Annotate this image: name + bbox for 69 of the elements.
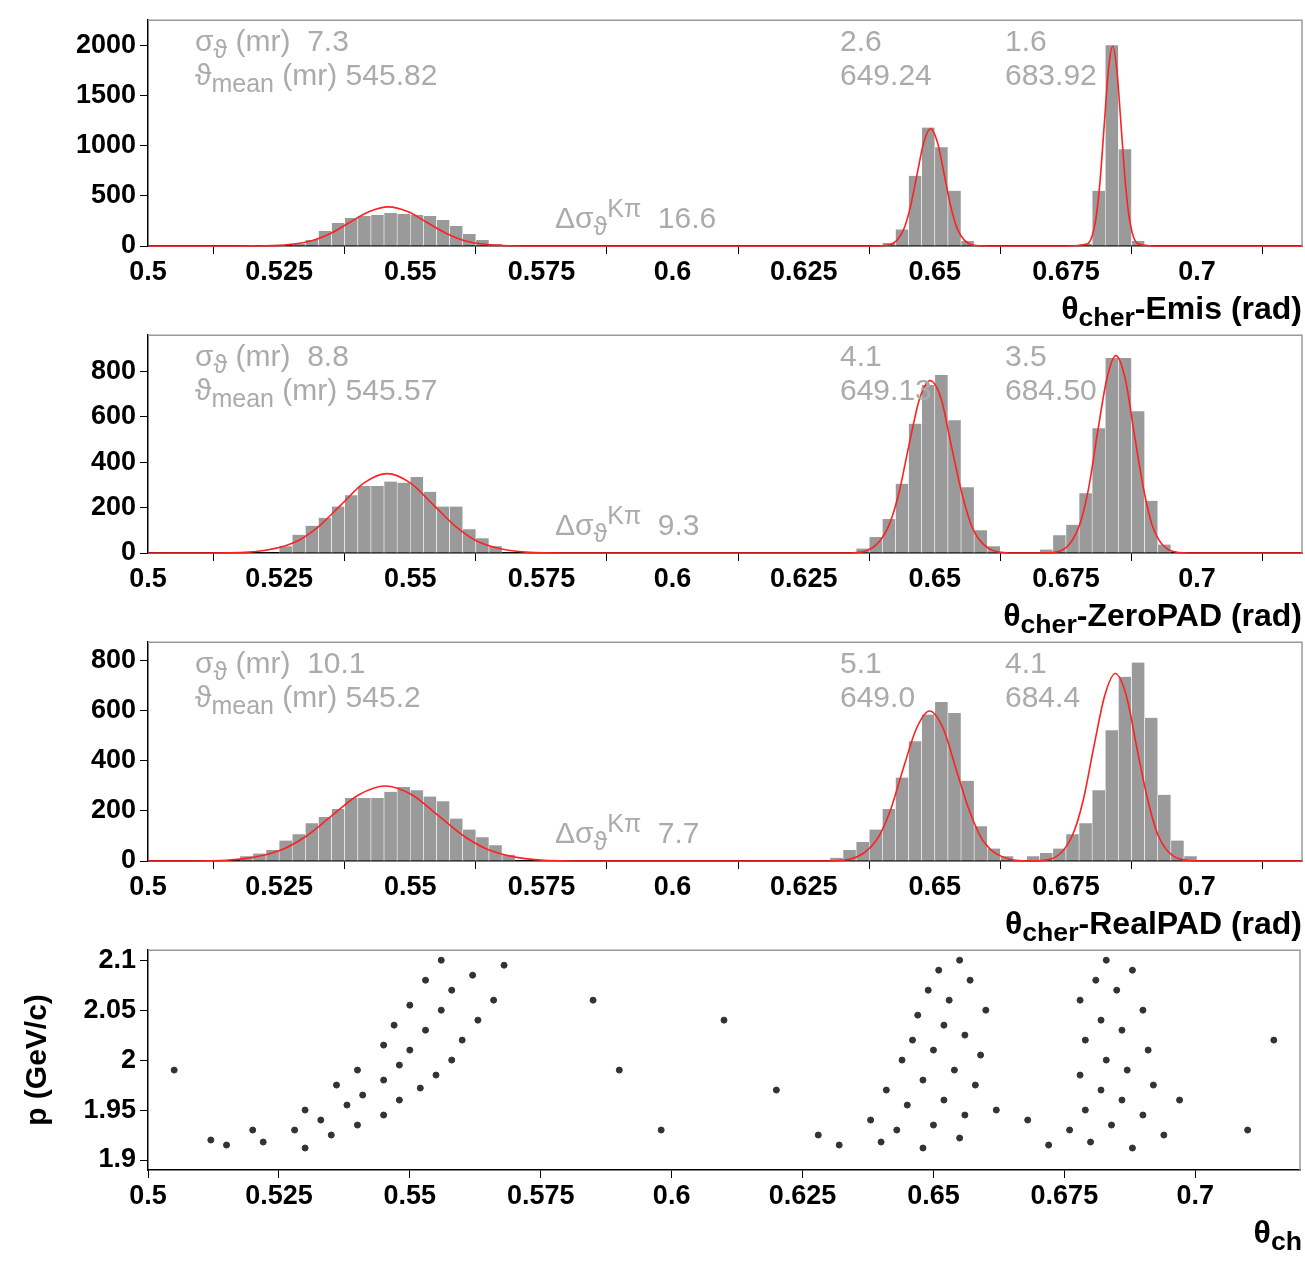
x-tick-label: 0.6 [652, 1179, 691, 1210]
x-axis-title: θ$_{cher}$-Emis (rad) [1061, 290, 1302, 333]
x-tick-label: 0.625 [769, 562, 838, 593]
y-tick-label: 2 [120, 1043, 136, 1074]
y-tick-label: 200 [90, 794, 136, 825]
annotation: Δσ$_{ϑ}$$^{Kπ}$ 9.3 [555, 501, 700, 547]
x-tick-label: 0.65 [908, 562, 962, 593]
y-tick-label: 2000 [75, 28, 136, 59]
x-axis-title: θ$_{ch}$ [1253, 1214, 1302, 1257]
y-tick-label: 200 [90, 491, 136, 522]
x-tick-label: 0.675 [1032, 562, 1100, 593]
x-tick-label: 0.55 [383, 562, 437, 593]
x-tick-label: 0.575 [506, 1179, 575, 1210]
x-tick-label: 0.525 [245, 562, 313, 593]
x-tick-label: 0.675 [1030, 1179, 1099, 1210]
x-tick-label: 0.55 [383, 870, 437, 901]
x-tick-label: 0.625 [769, 255, 838, 286]
annotation: 5.1 [840, 646, 882, 680]
x-tick-label: 0.7 [1178, 562, 1216, 593]
y-tick-label: 400 [90, 445, 136, 476]
x-tick-label: 0.5 [129, 1179, 167, 1210]
x-tick-label: 0.55 [383, 1179, 437, 1210]
x-tick-label: 0.525 [245, 1179, 313, 1210]
y-tick-label: 1.95 [83, 1093, 136, 1124]
x-axis-title: θ$_{cher}$-ZeroPAD (rad) [1003, 597, 1302, 640]
x-tick-label: 0.525 [245, 255, 313, 286]
annotation: 4.1 [840, 339, 882, 373]
y-tick-label: 600 [90, 400, 136, 431]
x-tick-label: 0.675 [1032, 255, 1100, 286]
x-tick-label: 0.6 [653, 870, 692, 901]
x-axis-title: θ$_{cher}$-RealPAD (rad) [1004, 905, 1302, 948]
y-tick-label: 2.1 [98, 943, 136, 974]
annotation: 2.6 [840, 24, 882, 58]
x-tick-label: 0.65 [908, 255, 962, 286]
y-tick-label: 1000 [75, 129, 136, 160]
annotation: 649.24 [840, 58, 932, 92]
x-tick-label: 0.55 [383, 255, 437, 286]
x-tick-label: 0.65 [907, 1179, 960, 1210]
y-tick-label: 500 [90, 179, 136, 210]
x-tick-label: 0.575 [507, 255, 576, 286]
x-tick-label: 0.7 [1176, 1179, 1215, 1210]
annotation: 3.5 [1005, 339, 1047, 373]
x-tick-label: 0.7 [1178, 255, 1216, 286]
y-tick-label: 1.9 [98, 1143, 136, 1174]
x-tick-label: 0.525 [245, 870, 313, 901]
y-tick-label: 800 [90, 354, 136, 385]
x-tick-label: 0.625 [769, 870, 838, 901]
annotation: Δσ$_{ϑ}$$^{Kπ}$ 16.6 [555, 194, 717, 240]
y-tick-label: 800 [90, 644, 136, 675]
y-tick-label: 2.05 [83, 993, 136, 1024]
x-tick-label: 0.575 [507, 562, 576, 593]
x-tick-label: 0.625 [768, 1179, 837, 1210]
y-tick-label: 600 [90, 694, 136, 725]
y-tick-label: 1500 [75, 78, 136, 109]
x-tick-label: 0.65 [908, 870, 962, 901]
x-tick-label: 0.6 [653, 562, 692, 593]
annotation: 683.92 [1005, 58, 1097, 92]
annotation: 684.4 [1005, 680, 1081, 714]
annotation: 1.6 [1005, 24, 1047, 58]
annotation: 684.50 [1005, 373, 1097, 407]
annotation: 4.1 [1005, 646, 1047, 680]
x-tick-label: 0.575 [507, 870, 576, 901]
x-tick-label: 0.7 [1178, 870, 1216, 901]
annotation: 649.0 [840, 680, 916, 714]
annotation: Δσ$_{ϑ}$$^{Kπ}$ 7.7 [555, 809, 700, 855]
x-tick-label: 0.6 [653, 255, 692, 286]
y-tick-label: 400 [90, 744, 136, 775]
x-tick-label: 0.675 [1032, 870, 1100, 901]
y-axis-title: p (GeV/c) [19, 994, 52, 1126]
